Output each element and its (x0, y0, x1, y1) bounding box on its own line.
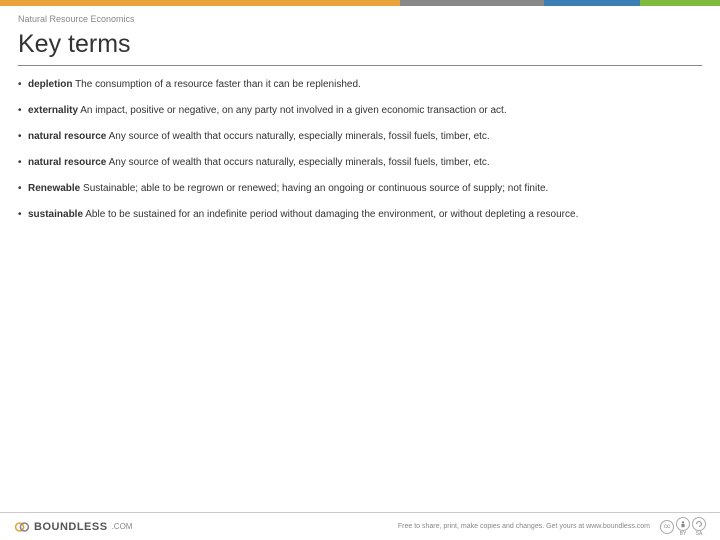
cc-sa-icon (692, 517, 706, 531)
logo-icon (14, 519, 30, 535)
term-item: sustainable Able to be sustained for an … (18, 208, 702, 222)
boundless-logo: BOUNDLESS .COM (14, 519, 132, 535)
page-title: Key terms (18, 28, 702, 66)
terms-list: depletion The consumption of a resource … (0, 78, 720, 222)
bar-segment-green (640, 0, 720, 6)
footer-right: Free to share, print, make copies and ch… (398, 517, 706, 537)
term-item: natural resource Any source of wealth th… (18, 156, 702, 170)
term-definition: Any source of wealth that occurs natural… (109, 131, 490, 142)
cc-icon: cc (660, 520, 674, 534)
term-item: externality An impact, positive or negat… (18, 104, 702, 118)
breadcrumb: Natural Resource Economics (0, 6, 720, 28)
bar-segment-blue (544, 0, 640, 6)
term-name: natural resource (28, 157, 106, 168)
cc-by-col: BY (676, 517, 690, 537)
cc-sa-label: SA (696, 532, 703, 537)
bar-segment-orange (0, 0, 400, 6)
logo-text: BOUNDLESS (34, 521, 108, 533)
term-definition: An impact, positive or negative, on any … (80, 105, 506, 116)
footer: BOUNDLESS .COM Free to share, print, make… (0, 512, 720, 540)
term-name: Renewable (28, 183, 80, 194)
term-definition: The consumption of a resource faster tha… (75, 79, 361, 90)
term-item: Renewable Sustainable; able to be regrow… (18, 182, 702, 196)
top-accent-bar (0, 0, 720, 6)
logo-com: .COM (112, 522, 133, 531)
cc-sa-col: SA (692, 517, 706, 537)
term-definition: Sustainable; able to be regrown or renew… (83, 183, 548, 194)
term-item: natural resource Any source of wealth th… (18, 130, 702, 144)
term-name: externality (28, 105, 78, 116)
term-definition: Able to be sustained for an indefinite p… (85, 209, 578, 220)
cc-by-label: BY (680, 532, 687, 537)
term-name: sustainable (28, 209, 83, 220)
term-name: natural resource (28, 131, 106, 142)
cc-by-icon (676, 517, 690, 531)
term-definition: Any source of wealth that occurs natural… (109, 157, 490, 168)
cc-main-col: cc (660, 520, 674, 534)
cc-badges: cc BY SA (660, 517, 706, 537)
bar-segment-gray (400, 0, 544, 6)
term-item: depletion The consumption of a resource … (18, 78, 702, 92)
term-name: depletion (28, 79, 72, 90)
footer-tagline: Free to share, print, make copies and ch… (398, 523, 650, 530)
